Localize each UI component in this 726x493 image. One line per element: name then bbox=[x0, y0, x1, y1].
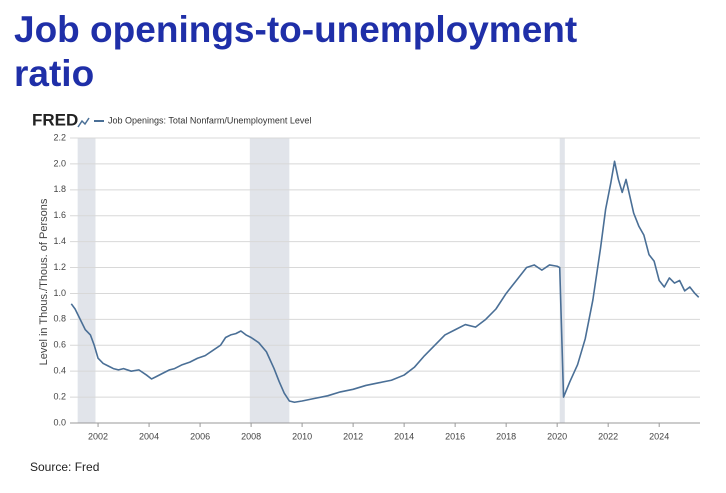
legend-label: Job Openings: Total Nonfarm/Unemployment… bbox=[108, 115, 311, 125]
chart-title: Job openings-to-unemployment ratio bbox=[14, 9, 578, 94]
y-tick-label: 0.6 bbox=[53, 340, 66, 350]
x-tick-label: 2022 bbox=[598, 431, 618, 441]
y-tick-label: 0.0 bbox=[53, 417, 66, 427]
title-box: Job openings-to-unemployment ratio bbox=[14, 9, 578, 94]
recession-band bbox=[77, 138, 96, 423]
recession-band bbox=[249, 138, 290, 423]
x-tick-label: 2002 bbox=[88, 431, 108, 441]
x-tick-label: 2020 bbox=[547, 431, 567, 441]
x-tick-label: 2014 bbox=[394, 431, 414, 441]
y-tick-label: 1.4 bbox=[53, 236, 66, 246]
x-tick-label: 2018 bbox=[496, 431, 516, 441]
y-tick-label: 2.2 bbox=[53, 132, 66, 142]
y-tick-label: 1.8 bbox=[53, 184, 66, 194]
y-tick-label: 0.2 bbox=[53, 391, 66, 401]
logo-icon bbox=[77, 117, 90, 128]
x-tick-label: 2008 bbox=[241, 431, 261, 441]
x-tick-label: 2004 bbox=[139, 431, 159, 441]
y-tick-label: 1.0 bbox=[53, 288, 66, 298]
x-tick-label: 2016 bbox=[445, 431, 465, 441]
recession-band bbox=[559, 138, 565, 423]
x-tick-label: 2024 bbox=[649, 431, 669, 441]
y-tick-label: 0.8 bbox=[53, 314, 66, 324]
x-tick-label: 2012 bbox=[343, 431, 363, 441]
source: Source: Fred bbox=[30, 460, 99, 474]
y-tick-label: 1.2 bbox=[53, 262, 66, 272]
y-tick-label: 2.0 bbox=[53, 158, 66, 168]
y-tick-label: 0.4 bbox=[53, 366, 66, 376]
x-tick-label: 2010 bbox=[292, 431, 312, 441]
y-axis-label: Level in Thous./Thous. of Persons bbox=[38, 198, 50, 365]
x-tick-label: 2006 bbox=[190, 431, 210, 441]
series-line bbox=[70, 160, 700, 404]
y-tick-label: 1.6 bbox=[53, 210, 66, 220]
logo: FRED bbox=[32, 110, 78, 129]
